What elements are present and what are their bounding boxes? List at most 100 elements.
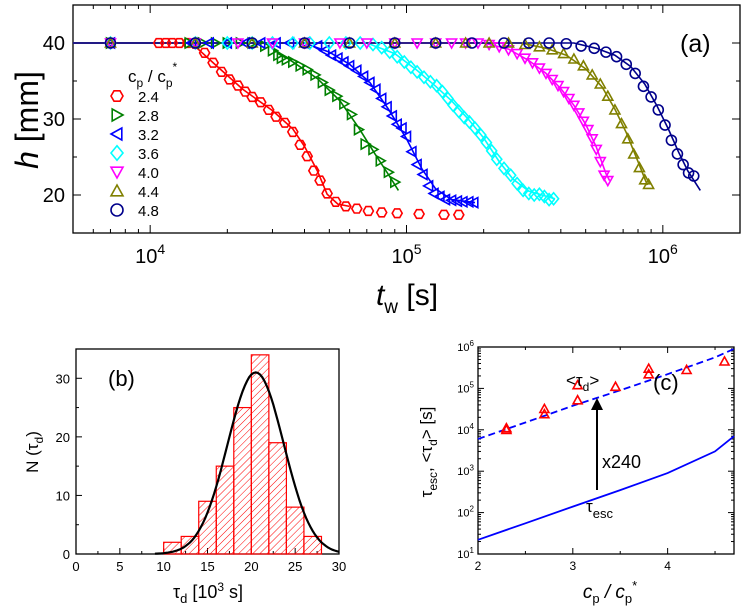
data-point-2.8	[281, 53, 294, 67]
data-point-3.2	[416, 168, 428, 181]
data-point-4.8	[429, 37, 442, 49]
data-point-3.2	[462, 195, 474, 209]
panel-c: 2 3 4 101 102 103 104 105 106 (c) <τd> x240 τesc…	[417, 339, 735, 606]
panel-a-y-axis-label: h [mm]	[9, 71, 45, 169]
histogram-bar	[268, 442, 288, 555]
panel-c-tau-esc-label: τesc	[586, 497, 613, 521]
data-point-4.4	[627, 147, 641, 159]
data-point-4.0	[231, 38, 245, 50]
data-point-4.0	[333, 38, 347, 50]
data-point-2.8	[389, 175, 402, 189]
data-point-4.0	[593, 156, 607, 169]
data-point	[538, 402, 551, 414]
data-point-2.4	[329, 196, 342, 207]
panel-a-data-points	[103, 35, 700, 220]
data-point-2.4	[350, 203, 363, 214]
data-point-2.4	[413, 208, 426, 220]
data-point-3.2	[375, 92, 387, 105]
data-point-4.8	[677, 158, 689, 171]
data-point-3.6	[490, 152, 503, 167]
data-point-3.6	[474, 127, 487, 143]
data-point-2.4	[286, 126, 299, 138]
data-point-4.0	[539, 68, 553, 81]
data-point-4.8	[343, 37, 356, 49]
data-point-4.4	[601, 89, 615, 101]
legend-label-4.4: 4.4	[138, 184, 159, 201]
data-point-3.2	[456, 195, 468, 209]
data-point-4.0	[589, 144, 603, 157]
fit-line-4.4	[73, 42, 649, 186]
data-point-2.8	[332, 89, 344, 103]
data-point-2.8	[302, 63, 314, 76]
x-tick-label: 104	[135, 241, 165, 268]
data-point-2.4	[254, 97, 267, 108]
data-point-2.4	[438, 209, 450, 220]
y-tick-label: 40	[43, 33, 65, 55]
data-point-4.4	[633, 160, 646, 173]
data-point-4.8	[575, 40, 587, 52]
data-point-3.2	[369, 83, 381, 96]
histogram-bar	[285, 506, 305, 555]
data-point-3.6	[485, 143, 498, 159]
data-point-3.6	[417, 69, 431, 85]
panel-c-arrow-head	[591, 398, 603, 410]
data-point-4.8	[687, 170, 700, 182]
panel-a-legend: cp / cp* 2.4 2.8 3.2 3.6 4.0 4.4 4.8	[109, 60, 178, 220]
data-point-4.4	[388, 36, 402, 48]
data-point	[680, 363, 693, 375]
data-point-2.4	[207, 57, 220, 68]
data-point-3.2	[380, 100, 392, 114]
data-point-3.2	[363, 76, 375, 89]
data-point-4.8	[629, 67, 641, 80]
data-point-2.8	[383, 165, 396, 179]
data-point-2.4	[321, 188, 334, 199]
data-point-3.2	[467, 196, 479, 209]
data-point-4.0	[567, 100, 581, 112]
legend-marker-3.2	[109, 126, 123, 142]
data-point-4.4	[638, 173, 652, 185]
data-point-2.8	[368, 143, 380, 156]
data-point-4.0	[601, 175, 615, 188]
data-point	[718, 355, 731, 366]
legend-marker-2.4	[110, 90, 124, 102]
data-point-3.6	[452, 104, 465, 119]
x-tick-label: 30	[332, 559, 346, 574]
data-point-4.4	[585, 68, 599, 80]
panel-c-ticks: 2 3 4 101 102 103 104 105 106	[457, 339, 734, 573]
legend-label-2.4: 2.4	[138, 89, 159, 106]
data-point-2.4	[152, 37, 165, 49]
data-point-2.4	[339, 201, 352, 212]
data-point-4.0	[557, 86, 570, 99]
y-tick-label: 102	[457, 505, 474, 520]
histogram-bar	[303, 535, 323, 555]
data-point-3.6	[375, 40, 388, 55]
data-point-3.6	[339, 35, 352, 51]
data-point-4.0	[445, 38, 458, 50]
data-point-2.8	[346, 108, 359, 121]
data-point-4.4	[429, 36, 443, 48]
panel-a-ticks: 104 105 106 20 30 40	[43, 4, 741, 268]
data-point-3.2	[444, 193, 457, 207]
panel-c-label: (c)	[653, 370, 679, 395]
panel-b-gaussian-fit	[154, 371, 340, 555]
mean-tau-d-line	[477, 348, 735, 440]
data-point-4.4	[245, 36, 259, 48]
x-tick-label: 10	[156, 559, 170, 574]
panel-b-bars	[163, 354, 323, 555]
data-point-2.4	[173, 37, 186, 49]
data-point-3.2	[324, 48, 337, 62]
data-point-3.6	[528, 187, 541, 203]
x-tick-label: 4	[664, 559, 671, 573]
panel-a-x-axis-label: tw [s]	[376, 279, 438, 318]
data-point-2.4	[301, 151, 314, 162]
data-point-2.4	[452, 209, 465, 220]
data-point-4.8	[543, 37, 555, 49]
data-point-2.4	[215, 66, 228, 77]
fit-line-3.6	[73, 42, 556, 200]
panel-c-factor-label: x240	[602, 452, 641, 472]
data-point-4.8	[246, 37, 258, 49]
data-point-4.8	[560, 37, 573, 50]
data-point-3.6	[480, 135, 493, 150]
x-tick-label: 106	[648, 241, 678, 268]
